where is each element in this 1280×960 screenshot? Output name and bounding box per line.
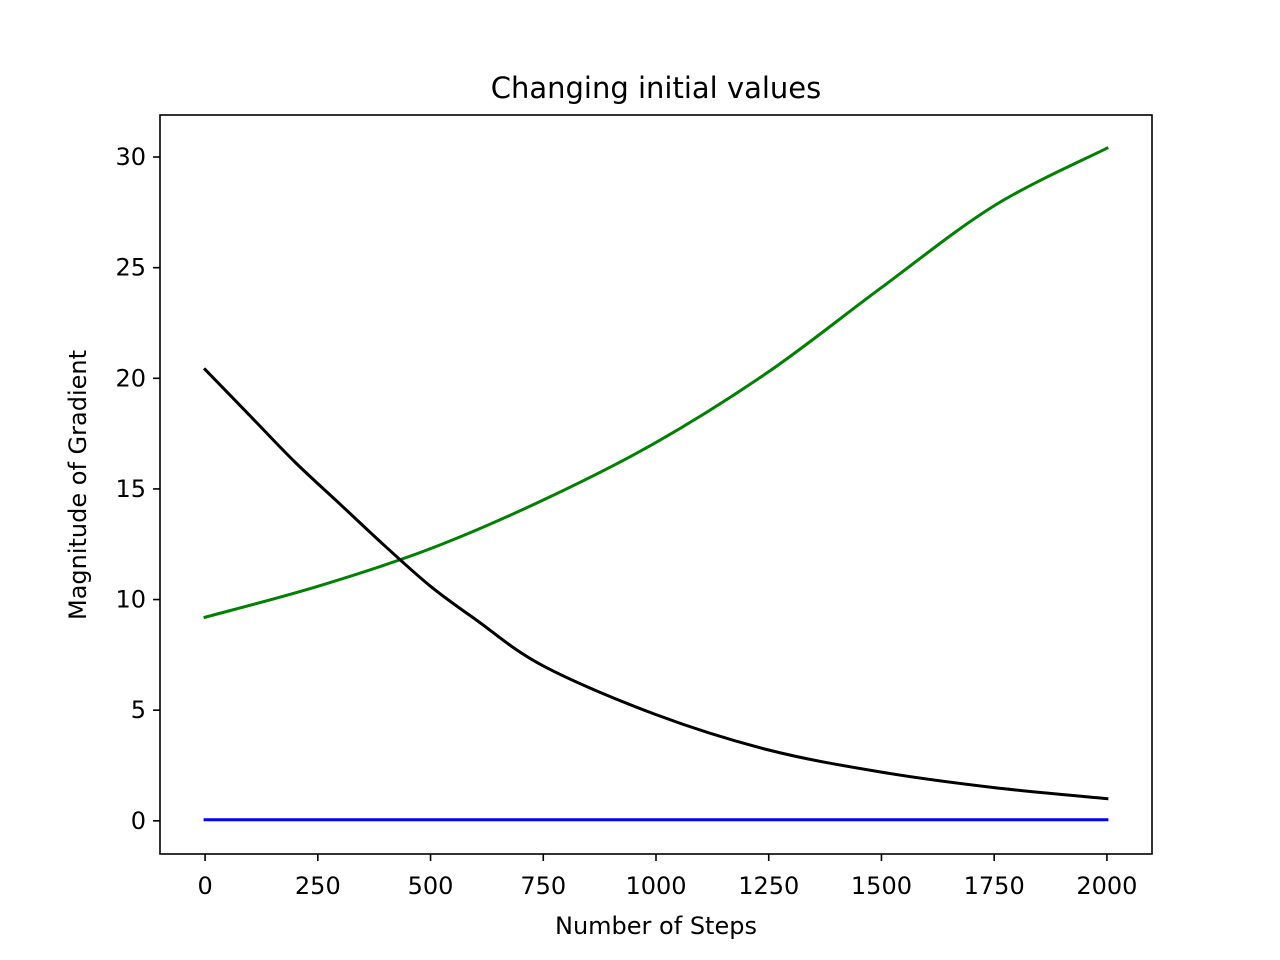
x-tick-label: 500 (408, 872, 454, 900)
y-tick-label: 5 (131, 696, 146, 724)
x-tick-label: 1000 (625, 872, 686, 900)
y-tick-label: 10 (115, 586, 146, 614)
y-axis-ticks: 0 5 10 15 20 25 30 (115, 143, 160, 835)
x-tick-label: 1250 (738, 872, 799, 900)
x-axis-label: Number of Steps (555, 912, 757, 940)
x-tick-label: 2000 (1076, 872, 1137, 900)
y-tick-label: 30 (115, 143, 146, 171)
x-axis-ticks: 0 250 500 750 1000 1250 1500 1750 2000 (197, 854, 1137, 900)
x-tick-label: 1750 (964, 872, 1025, 900)
y-tick-label: 0 (131, 807, 146, 835)
chart-title: Changing initial values (491, 71, 822, 105)
y-tick-label: 15 (115, 475, 146, 503)
x-tick-label: 0 (197, 872, 212, 900)
x-tick-label: 250 (295, 872, 341, 900)
x-tick-label: 1500 (851, 872, 912, 900)
x-tick-label: 750 (520, 872, 566, 900)
series-line-green (203, 146, 1109, 620)
y-tick-label: 20 (115, 364, 146, 392)
series-line-black (202, 367, 1109, 801)
series-layer (202, 146, 1109, 822)
y-axis-label: Magnitude of Gradient (64, 350, 92, 620)
y-tick-label: 25 (115, 254, 146, 282)
